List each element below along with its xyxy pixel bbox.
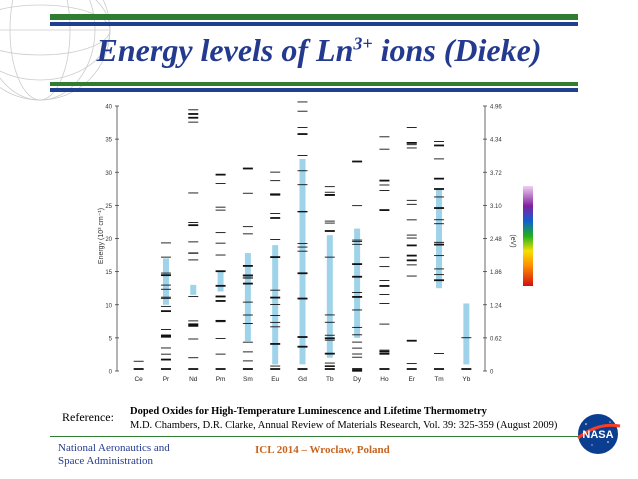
ion-label: Tb xyxy=(326,376,334,383)
ion-label: Dy xyxy=(353,376,362,383)
globe-decoration xyxy=(0,0,111,101)
emission-range-bar xyxy=(436,188,443,289)
y-tick-label: 35 xyxy=(105,138,112,144)
reference-label: Reference: xyxy=(62,410,114,424)
y-tick-label: 20 xyxy=(105,237,112,243)
ion-column xyxy=(406,127,417,370)
footer-organization: National Aeronautics and Space Administr… xyxy=(58,442,170,468)
ion-label: Nd xyxy=(189,376,198,383)
reference-title: Doped Oxides for High-Temperature Lumine… xyxy=(130,406,487,417)
emission-range-bar xyxy=(326,235,333,358)
ion-column xyxy=(461,303,472,370)
emission-range-bar xyxy=(244,253,251,342)
ion-column xyxy=(297,101,308,370)
dieke-diagram: Energy (10³ cm⁻¹) 0 5 10 15 20 25 30 35 40 0 0.62… xyxy=(95,96,548,396)
right-tick-label: 0 xyxy=(490,370,494,376)
ion-label: Ho xyxy=(380,376,389,383)
conference-name: ICL 2014 – Wroclaw, Poland xyxy=(255,444,390,456)
y-tick-label: 25 xyxy=(105,204,112,210)
right-tick-label: 4.96 xyxy=(490,105,502,111)
right-tick-label: 4.34 xyxy=(490,138,502,144)
header-stripe-blue xyxy=(50,22,578,26)
title-underline-blue xyxy=(50,88,578,92)
ion-label: Sm xyxy=(243,376,253,383)
slide-title: Energy levels of Ln3+ ions (Dieke) xyxy=(96,32,542,68)
ion-column xyxy=(324,186,335,370)
footer-divider xyxy=(50,436,590,437)
ion-column xyxy=(133,360,144,370)
ion-column xyxy=(270,171,281,370)
right-tick-label: 3.10 xyxy=(490,204,502,210)
reference-citation: M.D. Chambers, D.R. Clarke, Annual Revie… xyxy=(130,420,558,431)
visible-spectrum-bar xyxy=(523,186,533,286)
right-axis-label: (eV) xyxy=(509,234,516,247)
ion-label: Gd xyxy=(298,376,307,383)
ion-label: Yb xyxy=(462,376,470,383)
y-axis-label: Energy (10³ cm⁻¹) xyxy=(98,208,105,264)
right-tick-label: 3.72 xyxy=(490,171,502,177)
ion-label: Eu xyxy=(271,376,279,383)
emission-range-bar xyxy=(354,228,361,338)
right-tick-label: 2.48 xyxy=(490,237,502,243)
ion-column xyxy=(434,141,445,370)
y-tick-label: 15 xyxy=(105,270,112,276)
y-tick-label: 5 xyxy=(109,336,113,342)
emission-range-bar xyxy=(463,303,470,365)
ion-column xyxy=(160,242,171,370)
ion-column xyxy=(215,173,226,370)
svg-text:NASA: NASA xyxy=(582,429,613,441)
ion-label: Pm xyxy=(216,376,226,383)
title-underline-green xyxy=(50,82,578,86)
ion-column xyxy=(379,136,390,370)
emission-range-bar xyxy=(299,159,306,365)
org-line-1: National Aeronautics and xyxy=(58,442,170,454)
ion-label: Tm xyxy=(434,376,443,383)
emission-range-bar xyxy=(162,258,169,305)
y-tick-label: 40 xyxy=(105,105,112,111)
right-tick-label: 1.24 xyxy=(490,303,502,309)
y-tick-label: 0 xyxy=(109,370,113,376)
ion-column xyxy=(188,109,199,370)
nasa-logo: NASA xyxy=(577,414,621,454)
emission-range-bar xyxy=(217,271,224,292)
ion-column xyxy=(242,167,253,370)
ion-column xyxy=(352,160,363,372)
y-tick-label: 30 xyxy=(105,171,112,177)
ion-label: Er xyxy=(408,376,415,383)
org-line-2: Space Administration xyxy=(58,455,154,467)
ion-label: Pr xyxy=(163,376,170,383)
ion-label: Ce xyxy=(134,376,143,383)
right-tick-label: 0.62 xyxy=(490,336,502,342)
emission-range-bar xyxy=(190,284,197,295)
header-stripe-green xyxy=(50,14,578,20)
right-tick-label: 1.86 xyxy=(490,270,502,276)
y-tick-label: 10 xyxy=(105,303,112,309)
